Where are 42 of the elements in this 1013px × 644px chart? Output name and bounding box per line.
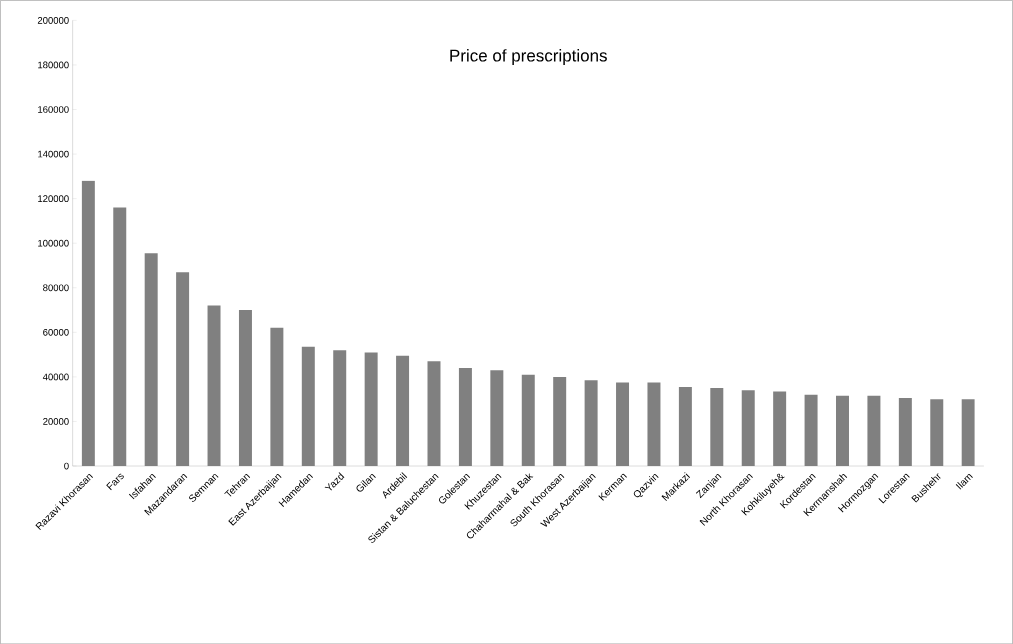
y-tick-label: 60000 — [43, 328, 69, 336]
y-tick-label: 0 — [64, 462, 69, 470]
bar — [741, 390, 755, 466]
bar — [961, 399, 975, 466]
y-tick-label: 160000 — [38, 106, 69, 113]
bar — [301, 346, 315, 466]
x-tick-label: Ilam — [955, 473, 973, 490]
y-tick-label: 100000 — [38, 239, 69, 247]
bar — [867, 395, 881, 466]
bar — [490, 370, 504, 466]
bar — [396, 355, 410, 466]
bar — [427, 361, 441, 466]
y-tick-label: 40000 — [42, 373, 69, 381]
y-tick-label: 120000 — [38, 195, 69, 202]
bar — [930, 399, 944, 466]
bar — [710, 387, 724, 466]
bar — [898, 397, 912, 466]
bar — [144, 253, 158, 466]
bar — [113, 207, 127, 466]
bar — [207, 305, 221, 466]
bar — [616, 382, 630, 466]
bar — [176, 272, 190, 466]
y-tick-label: 80000 — [43, 284, 69, 291]
bar — [584, 380, 598, 466]
bar — [804, 394, 818, 466]
bar — [553, 376, 567, 466]
y-tick-label: 180000 — [38, 61, 69, 69]
y-tick-label: 140000 — [38, 150, 69, 158]
bar — [647, 382, 661, 466]
bar — [521, 374, 535, 466]
text: Price of prescriptions — [450, 48, 607, 65]
bar — [678, 386, 692, 466]
y-tick-label: 200000 — [37, 16, 69, 24]
bar — [270, 327, 284, 466]
bar — [364, 352, 378, 466]
bar — [333, 350, 347, 466]
bar — [238, 309, 252, 466]
bar — [773, 391, 787, 466]
y-tick-label: 20000 — [43, 417, 69, 425]
bar — [81, 180, 95, 466]
bar — [458, 367, 472, 466]
bar — [836, 395, 849, 466]
